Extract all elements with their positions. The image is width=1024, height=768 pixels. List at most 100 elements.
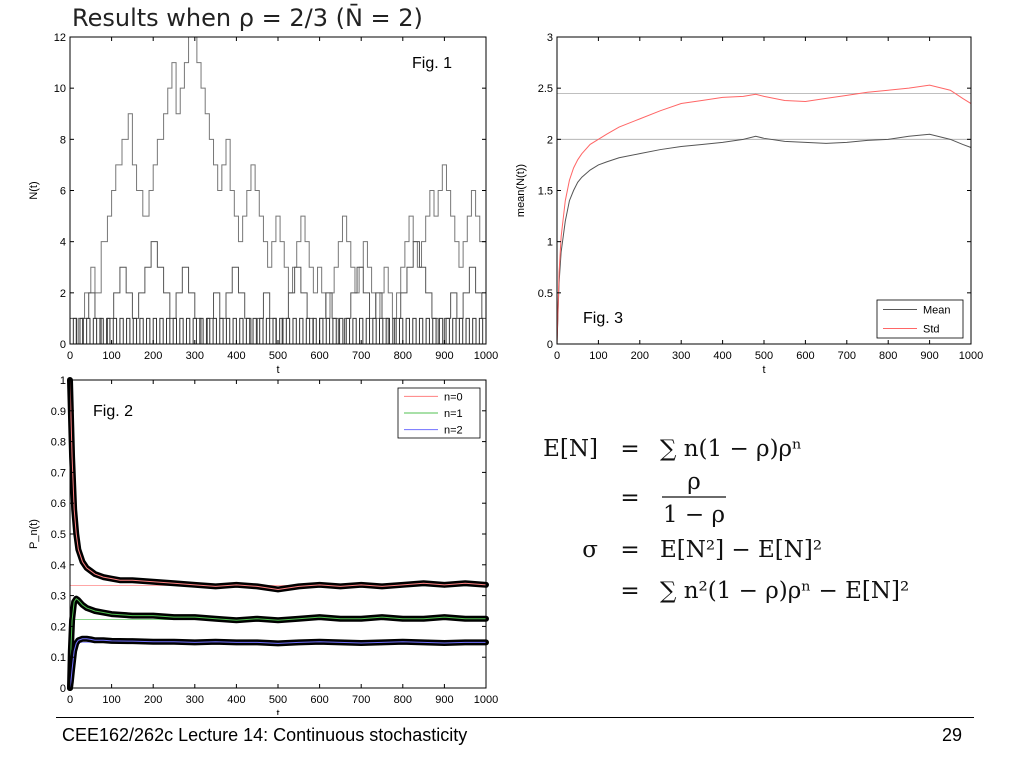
fig2-xlabel: t xyxy=(276,708,279,715)
fig3-xtick-label-5: 500 xyxy=(755,350,773,362)
fig3-annotation: Fig. 3 xyxy=(583,310,623,327)
fig1-ytick-label-5: 10 xyxy=(54,83,66,95)
fig1-ytick-label-0: 0 xyxy=(60,339,66,351)
fig1-annotation: Fig. 1 xyxy=(412,55,452,72)
fig1-xtick-label-3: 300 xyxy=(186,350,204,362)
fig2-ytick-label-8: 0.8 xyxy=(51,437,66,449)
fig3-legend-box xyxy=(876,299,964,339)
fig2-legend-label-1: n=1 xyxy=(444,408,463,420)
fig2-series-0-line xyxy=(69,379,487,590)
fig2-series-2-line xyxy=(69,638,486,689)
fig3-xtick-label-6: 600 xyxy=(796,350,814,362)
footer-rule xyxy=(56,717,974,718)
fig3-chart: 0 100 200 300 400 500 600 700 800 900 1000 0 0.5 1 1.5… xyxy=(515,32,983,376)
fig2-xtick-label-9: 900 xyxy=(435,694,453,706)
fig3-ylabel: mean(N(t)) xyxy=(515,164,527,217)
fig2-xtick-label-2: 200 xyxy=(144,694,162,706)
fig1-xtick-label-2: 200 xyxy=(144,350,162,362)
fig3-xtick-label-10: 1000 xyxy=(959,350,983,362)
fig2-xtick-label-8: 800 xyxy=(394,694,412,706)
fig3-series-1-line xyxy=(556,84,972,345)
eq2-op: = xyxy=(620,485,639,511)
fig2-xtick-label-7: 700 xyxy=(352,694,370,706)
fig3-xtick-label-2: 200 xyxy=(631,350,649,362)
eq2-numerator: ρ xyxy=(687,469,701,495)
fig3-ytick-label-3: 1.5 xyxy=(538,186,553,198)
fig1-series-1-line xyxy=(70,241,487,345)
eq1-op: = xyxy=(620,436,639,462)
footer-text: CEE162/262c Lecture 14: Continuous stoch… xyxy=(62,725,468,745)
fig2-ytick-label-7: 0.7 xyxy=(51,467,66,479)
fig2-xtick-label-4: 400 xyxy=(227,694,245,706)
fig2-ytick-label-3: 0.3 xyxy=(51,591,66,603)
fig1-xtick-label-9: 900 xyxy=(435,350,453,362)
fig1-ylabel: N(t) xyxy=(28,181,40,199)
fig2-ytick-label-5: 0.5 xyxy=(51,529,66,541)
fig3-xtick-label-7: 700 xyxy=(838,350,856,362)
fig1-xtick-label-7: 700 xyxy=(352,350,370,362)
fig2-xtick-label-10: 1000 xyxy=(474,694,498,706)
fig3-ytick-label-5: 2.5 xyxy=(538,83,553,95)
fig3-xtick-label-1: 100 xyxy=(589,350,607,362)
fig3-ytick-label-2: 1 xyxy=(547,237,553,249)
fig2-series-2-markers xyxy=(67,635,489,691)
fig1-ytick-label-4: 8 xyxy=(60,134,66,146)
fig2-xtick-label-3: 300 xyxy=(186,694,204,706)
eq4-op: = xyxy=(620,578,639,604)
equations-block: E[N] = ∑ n(1 − ρ)ρⁿ = ρ 1 − ρ σ = E[N²] … xyxy=(543,436,909,604)
fig3-plot-frame xyxy=(556,36,972,345)
fig1-ytick-label-1: 2 xyxy=(60,288,66,300)
eq3-op: = xyxy=(620,537,639,563)
fig1-ytick-label-3: 6 xyxy=(60,186,66,198)
fig3-xtick-label-3: 300 xyxy=(672,350,690,362)
fig2-ylabel: P_n(t) xyxy=(28,519,40,549)
fig3-xtick-label-0: 0 xyxy=(554,350,560,362)
fig2-series-1-line xyxy=(69,597,486,689)
eq4-rhs: ∑ n²(1 − ρ)ρⁿ − E[N]² xyxy=(660,578,909,604)
fig2-xtick-label-1: 100 xyxy=(102,694,120,706)
fig1-ytick-label-2: 4 xyxy=(60,237,66,249)
fig2-ytick-label-6: 0.6 xyxy=(51,498,66,510)
fig2-ytick-label-4: 0.4 xyxy=(51,560,66,572)
slide-title: Results when ρ = 2/3 (N̄ = 2) xyxy=(72,4,423,32)
fig3-xlabel: t xyxy=(762,364,765,376)
eq1-rhs: ∑ n(1 − ρ)ρⁿ xyxy=(660,436,802,462)
eq3-rhs: E[N²] − E[N]² xyxy=(660,537,822,563)
fig2-legend-label-2: n=2 xyxy=(444,425,463,437)
fig3-xtick-label-8: 800 xyxy=(879,350,897,362)
fig1-ytick-label-6: 12 xyxy=(54,32,66,44)
fig2-ytick-label-2: 0.2 xyxy=(51,621,66,633)
fig2-chart: 0 100 200 300 400 500 600 700 800 900 1000 0 0.1 0.2 0… xyxy=(28,375,498,715)
eq1-lhs: E[N] xyxy=(543,436,598,462)
fig2-ytick-label-0: 0 xyxy=(60,683,66,695)
fig3-xtick-label-9: 900 xyxy=(920,350,938,362)
fig3-series-0-line xyxy=(556,133,972,345)
fig2-legend-label-0: n=0 xyxy=(444,391,463,403)
eq2-denominator: 1 − ρ xyxy=(663,502,725,528)
fig1-xtick-label-10: 1000 xyxy=(474,350,498,362)
fig2-annotation: Fig. 2 xyxy=(93,403,133,420)
fig2-xtick-label-0: 0 xyxy=(67,694,73,706)
eq3-lhs: σ xyxy=(582,537,598,563)
fig1-xtick-label-5: 500 xyxy=(269,350,287,362)
fig2-xtick-label-6: 600 xyxy=(310,694,328,706)
fig1-xtick-label-6: 600 xyxy=(310,350,328,362)
fig3-legend-label-1: Std xyxy=(923,324,940,336)
charts-canvas: 0 100 200 300 400 500 600 700 800 900 100002468101… xyxy=(28,32,983,715)
fig2-ytick-label-1: 0.1 xyxy=(51,652,66,664)
fig3-ytick-label-4: 2 xyxy=(547,134,553,146)
fig3-xtick-label-4: 400 xyxy=(713,350,731,362)
fig1-xtick-label-0: 0 xyxy=(67,350,73,362)
fig1-chart: 0 100 200 300 400 500 600 700 800 900 1000 0 2 4 6 8 10 1… xyxy=(28,32,498,376)
fig1-xtick-label-4: 400 xyxy=(227,350,245,362)
fig2-ytick-label-10: 1 xyxy=(60,375,66,387)
fig2-ytick-label-9: 0.9 xyxy=(51,406,66,418)
fig3-ytick-label-6: 3 xyxy=(547,32,553,44)
fig1-xlabel: t xyxy=(276,364,279,376)
fig1-xtick-label-8: 800 xyxy=(394,350,412,362)
fig2-xtick-label-5: 500 xyxy=(269,694,287,706)
page-number: 29 xyxy=(941,725,962,745)
fig3-ytick-label-0: 0 xyxy=(547,339,553,351)
fig3-ytick-label-1: 0.5 xyxy=(538,288,553,300)
